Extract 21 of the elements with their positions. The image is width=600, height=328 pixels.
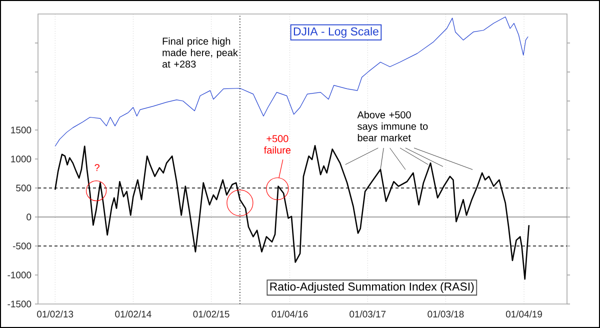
text: Ratio-Adjusted Summation Index (RASI) xyxy=(270,282,474,293)
line-series xyxy=(54,16,528,147)
y-tick-label: -1500 xyxy=(8,300,32,308)
x-tick-label: 01/02/15 xyxy=(193,310,230,318)
x-tick-label: 01/03/18 xyxy=(428,310,464,318)
y-tick-label: 1500 xyxy=(11,126,32,134)
x-tick-label: 01/04/16 xyxy=(272,310,308,318)
annotation: +500 failure xyxy=(264,135,291,154)
annotation: Final price high made here, peak at +283 xyxy=(162,37,238,68)
annotation: ? xyxy=(94,164,100,172)
text: DJIA - Log Scale xyxy=(294,27,378,38)
x-tick-label: 01/03/17 xyxy=(350,310,386,318)
y-tick-label: 500 xyxy=(16,184,32,192)
x-tick-label: 01/02/14 xyxy=(115,310,152,318)
y-tick-label: -500 xyxy=(12,242,32,250)
y-tick-label: 1000 xyxy=(11,156,32,162)
annotation: Above +500 says immune to bear market xyxy=(357,111,428,142)
y-tick-label: 0 xyxy=(26,214,32,220)
x-tick-label: 01/04/19 xyxy=(506,310,542,318)
y-tick-label: -1000 xyxy=(8,272,32,278)
x-tick-label: 01/02/13 xyxy=(37,310,74,318)
